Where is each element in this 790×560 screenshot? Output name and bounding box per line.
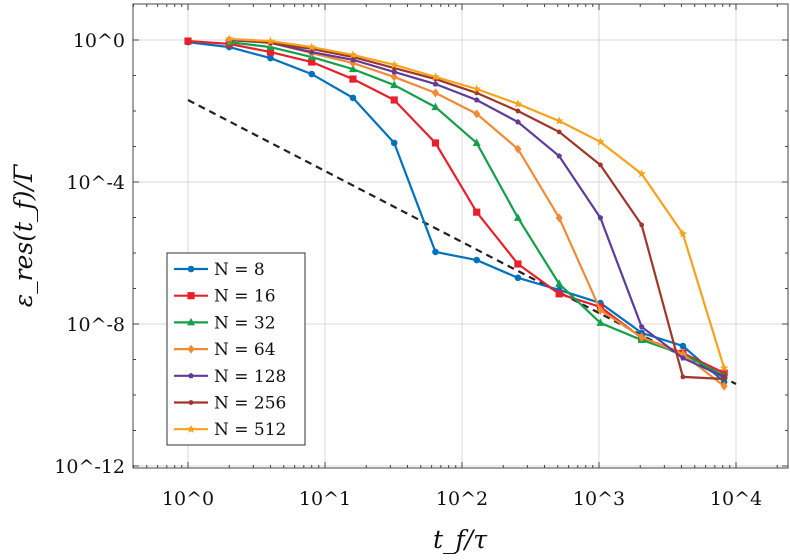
triangle-marker: [472, 138, 481, 146]
pentagon-marker: [597, 214, 604, 221]
circle-marker: [188, 400, 194, 405]
pentagon-marker: [188, 372, 194, 379]
legend-entry-label: N = 8: [214, 260, 265, 280]
square-marker: [473, 208, 481, 216]
circle-marker: [514, 274, 522, 282]
star-marker: [678, 229, 688, 238]
triangle-marker: [513, 213, 522, 221]
x-tick-labels: 10^0 10^1 10^2 10^3 10^4: [162, 488, 762, 510]
pentagon-marker: [473, 96, 480, 103]
diamond-marker: [431, 88, 439, 98]
square-marker: [308, 58, 316, 66]
star-marker: [389, 60, 399, 69]
legend-entry-label: N = 32: [214, 313, 276, 333]
diamond-marker: [187, 344, 195, 354]
reference-dashed-line: [187, 99, 737, 385]
circle-marker: [267, 54, 274, 62]
diamond-marker: [638, 332, 646, 342]
y-tick-label: 10^-12: [54, 456, 125, 478]
triangle-marker: [390, 80, 399, 89]
diamond-marker: [555, 213, 563, 223]
triangle-marker: [431, 102, 440, 111]
star-marker: [224, 34, 234, 43]
star-marker: [307, 42, 317, 51]
diamond-marker: [473, 109, 481, 119]
x-tick-label: 10^1: [299, 488, 351, 510]
legend-entry-label: N = 64: [214, 340, 276, 360]
circle-marker: [308, 70, 316, 78]
triangle-marker: [348, 64, 357, 73]
star-marker: [513, 99, 523, 108]
circle-marker: [187, 265, 195, 273]
star-marker: [431, 72, 440, 81]
square-marker: [555, 290, 563, 298]
star-marker: [637, 169, 646, 178]
square-marker: [431, 139, 440, 147]
legend-entry-label: N = 256: [214, 394, 286, 414]
square-marker: [349, 75, 357, 83]
diamond-marker: [514, 144, 522, 154]
legend: N = 8 N = 16 N = 32 N = 64 N = 128 N = 256 N =…: [166, 252, 306, 446]
legend-entry-label: N = 512: [214, 420, 286, 440]
pentagon-marker: [638, 323, 645, 330]
circle-marker: [598, 162, 603, 168]
y-tick-label: 10^0: [73, 30, 125, 52]
star-marker: [554, 116, 564, 125]
series-line: [187, 41, 725, 383]
y-tick-labels: 10^0 10^-4 10^-8 10^-12: [54, 30, 125, 478]
circle-marker: [680, 374, 686, 380]
star-marker: [348, 50, 358, 59]
circle-marker: [721, 376, 727, 382]
legend-entry-label: N = 128: [214, 367, 286, 387]
pentagon-marker: [515, 119, 521, 125]
y-tick-label: 10^-8: [66, 314, 125, 336]
diamond-marker: [720, 381, 728, 391]
circle-marker: [432, 248, 439, 256]
x-tick-label: 10^3: [573, 488, 625, 510]
star-marker: [266, 36, 275, 45]
star-marker: [472, 84, 481, 93]
x-tick-label: 10^0: [162, 488, 214, 510]
square-marker: [266, 48, 275, 56]
star-marker: [596, 137, 605, 146]
circle-marker: [639, 222, 645, 228]
circle-marker: [515, 108, 521, 114]
diamond-marker: [596, 305, 604, 315]
triangle-marker: [187, 317, 195, 326]
pentagon-marker: [432, 81, 439, 87]
plot-frame: [132, 3, 789, 469]
star-marker: [186, 424, 196, 433]
y-tick-label: 10^-4: [66, 172, 125, 194]
circle-marker: [349, 94, 357, 102]
circle-marker: [679, 342, 687, 350]
y-axis-label: ε_res(t_f)/Γ: [9, 163, 38, 307]
circle-marker: [390, 139, 398, 147]
pentagon-marker: [391, 68, 398, 75]
triangle-marker: [555, 279, 564, 287]
ticks: [132, 4, 788, 468]
circle-marker: [556, 129, 562, 135]
square-marker: [390, 96, 398, 104]
series: [184, 34, 737, 391]
square-marker: [187, 292, 195, 300]
x-tick-label: 10^4: [710, 488, 762, 510]
circle-marker: [473, 256, 480, 264]
pentagon-marker: [680, 355, 686, 361]
x-tick-label: 10^2: [436, 488, 488, 510]
diamond-marker: [390, 72, 398, 82]
triangle-marker: [596, 318, 605, 326]
square-marker: [184, 37, 192, 45]
pentagon-marker: [556, 153, 563, 159]
x-axis-label: t_f/τ: [433, 525, 488, 554]
legend-entry-label: N = 16: [214, 287, 276, 307]
star-marker: [719, 363, 729, 372]
square-marker: [514, 260, 522, 268]
series-n512: [224, 34, 729, 372]
